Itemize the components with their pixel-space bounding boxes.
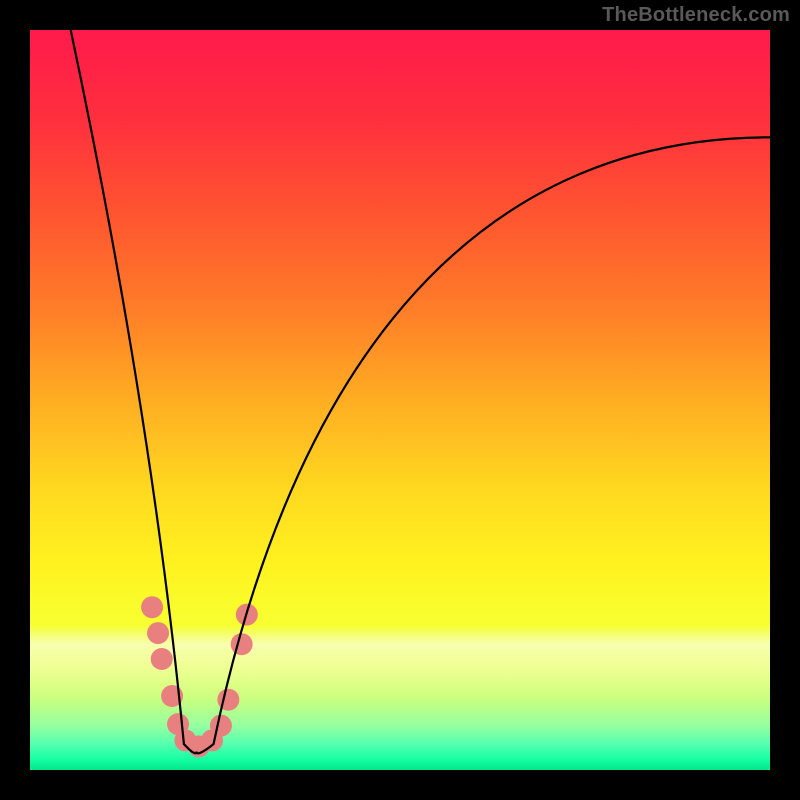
marker-point [210,715,232,737]
marker-point [147,622,169,644]
chart-frame: TheBottleneck.com [0,0,800,800]
marker-point [141,596,163,618]
white-band-overlay [30,30,770,770]
marker-point [231,633,253,655]
marker-point [151,648,173,670]
bottleneck-chart-svg [0,0,800,800]
